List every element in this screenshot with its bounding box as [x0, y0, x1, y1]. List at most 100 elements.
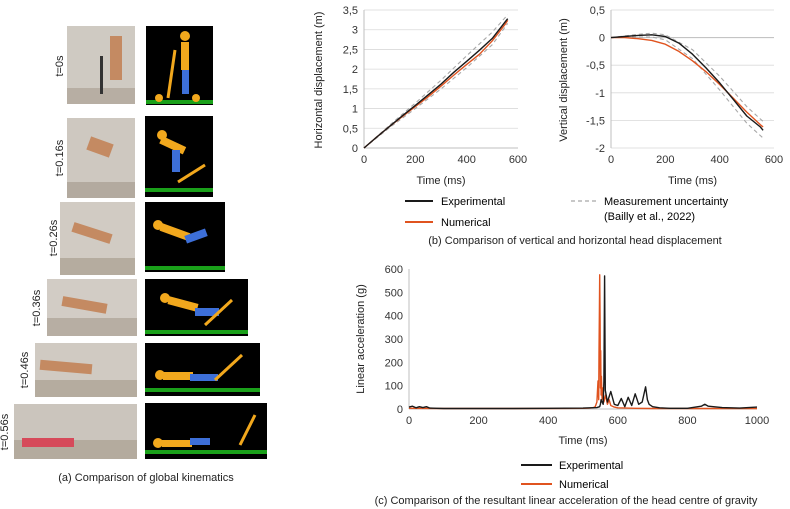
series-line-experimental	[363, 18, 509, 149]
frame-row-2: t=0.16s	[54, 116, 213, 198]
panel-a: t=0s t=0.16s t=0.26s	[0, 26, 267, 484]
frame-row-6: t=0.56s	[0, 403, 267, 459]
y-tick-label: 0	[397, 404, 403, 416]
x-tick-label: 400	[539, 415, 557, 427]
model-legs-6	[190, 438, 210, 445]
model-legs-5	[190, 374, 218, 381]
model-torso-2	[159, 136, 187, 155]
panel-a-caption: (a) Comparison of global kinematics	[58, 472, 234, 484]
series-line-experimental	[610, 34, 764, 131]
model-legs-3	[184, 228, 208, 244]
y-axis-label: Linear acceleration (g)	[355, 284, 367, 393]
y-tick-label: 400	[385, 311, 403, 323]
x-tick-label: 1000	[745, 415, 769, 427]
person-5	[39, 359, 93, 375]
y-tick-label: 1,5	[343, 84, 358, 96]
legend-uncertainty-label-2: (Bailly et al., 2022)	[604, 211, 695, 223]
model-scooter-5	[213, 353, 244, 382]
panel-b-legend: Experimental Numerical Measurement uncer…	[405, 196, 729, 229]
model-torso-3	[159, 223, 191, 241]
y-tick-label: 3	[352, 25, 358, 37]
time-label-4: t=0.36s	[31, 289, 43, 326]
time-label-1: t=0s	[54, 55, 66, 77]
x-tick-label: 600	[765, 154, 783, 166]
model-wheel-1b	[192, 94, 200, 102]
person-6	[22, 438, 74, 447]
y-tick-label: -2	[595, 143, 605, 155]
model-torso-1	[181, 42, 189, 70]
model-ground-2	[145, 188, 213, 192]
y-tick-label: 3,5	[343, 5, 358, 17]
photo-floor-2	[67, 182, 135, 198]
time-label-2: t=0.16s	[54, 139, 66, 176]
model-torso-4	[167, 296, 199, 312]
x-tick-label: 200	[656, 154, 674, 166]
time-label-3: t=0.26s	[48, 219, 60, 256]
model-legs-2	[172, 150, 180, 172]
model-ground-5	[145, 388, 260, 392]
model-scooter-1	[166, 49, 177, 99]
model-head-3	[153, 220, 163, 230]
model-torso-5	[163, 372, 193, 380]
panel-b-caption: (b) Comparison of vertical and horizonta…	[428, 235, 722, 247]
frame-row-5: t=0.46s	[19, 343, 260, 397]
frame-row-4: t=0.36s	[31, 279, 248, 336]
linear-acceleration-chart: 0 100 200 300 400 500 600 0 200 400 600 800 1000 Time…	[355, 264, 769, 447]
model-scooter-2	[177, 163, 206, 184]
x-tick-label: 400	[457, 154, 475, 166]
y-tick-label: 2	[352, 64, 358, 76]
model-legs-1	[182, 70, 189, 94]
y-tick-label: 0,5	[590, 5, 605, 17]
photo-floor-1	[67, 88, 135, 104]
series-line-lower-uncertainty	[363, 23, 509, 149]
y-tick-label: 500	[385, 287, 403, 299]
series-line-experimental	[408, 275, 758, 410]
model-ground-6	[145, 450, 267, 454]
model-scooter-6	[238, 414, 257, 446]
y-tick-label: -1,5	[586, 115, 605, 127]
x-tick-label: 800	[678, 415, 696, 427]
x-tick-label: 600	[509, 154, 527, 166]
y-tick-label: 0	[352, 143, 358, 155]
panel-b: 0 0,5 1 1,5 2 2,5 3 3,5 0 200 400 600 Time (ms) Horiz…	[313, 5, 783, 247]
series-line-upper-uncertainty	[610, 32, 764, 122]
x-axis-label: Time (ms)	[558, 435, 607, 447]
x-tick-label: 200	[469, 415, 487, 427]
model-frame-5	[145, 343, 260, 396]
legend-numerical-label: Numerical	[441, 217, 491, 229]
model-ground-1	[146, 100, 213, 104]
x-axis-label: Time (ms)	[668, 175, 717, 187]
person-2	[86, 136, 114, 158]
y-tick-label: 300	[385, 334, 403, 346]
x-tick-label: 400	[710, 154, 728, 166]
y-tick-label: -0,5	[586, 60, 605, 72]
x-tick-label: 0	[406, 415, 412, 427]
photo-floor-3	[60, 258, 135, 275]
y-tick-label: 0	[599, 33, 605, 45]
frame-row-1: t=0s	[54, 26, 213, 105]
model-head-1	[180, 31, 190, 41]
series-line-numerical	[408, 274, 757, 410]
model-wheel-1a	[155, 94, 163, 102]
model-ground-4	[145, 330, 248, 334]
series-line-numerical	[611, 36, 764, 128]
model-head-6	[153, 438, 163, 448]
vertical-displacement-chart: -2 -1,5 -1 -0,5 0 0,5 0 200 400 600 Time (ms) Verti…	[558, 5, 783, 187]
model-head-5	[155, 370, 165, 380]
model-torso-6	[162, 440, 192, 447]
y-tick-label: 200	[385, 357, 403, 369]
x-axis-label: Time (ms)	[416, 175, 465, 187]
x-tick-label: 600	[609, 415, 627, 427]
frame-row-3: t=0.26s	[48, 202, 225, 275]
y-tick-label: 100	[385, 381, 403, 393]
x-tick-label: 200	[406, 154, 424, 166]
series-line-lower-uncertainty	[610, 36, 764, 139]
photo-floor-4	[47, 318, 137, 336]
x-tick-label: 0	[608, 154, 614, 166]
model-ground-3	[145, 266, 225, 270]
horizontal-displacement-chart: 0 0,5 1 1,5 2 2,5 3 3,5 0 200 400 600 Time (ms) Horiz…	[313, 5, 527, 187]
legend-experimental-label: Experimental	[441, 196, 505, 208]
y-tick-label: 600	[385, 264, 403, 276]
y-tick-label: -1	[595, 88, 605, 100]
panel-c: 0 100 200 300 400 500 600 0 200 400 600 800 1000 Time…	[355, 264, 769, 507]
